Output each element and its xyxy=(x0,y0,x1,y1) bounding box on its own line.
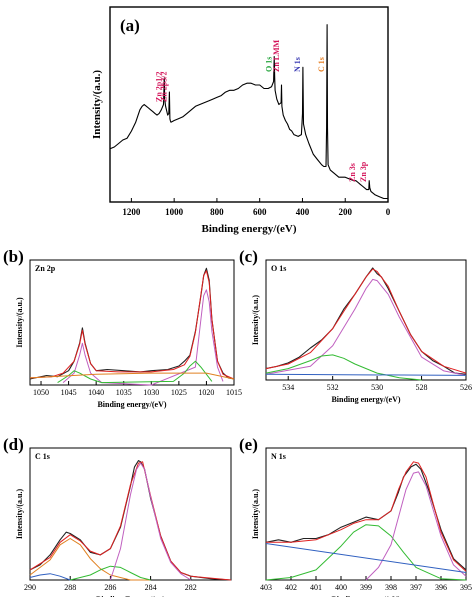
y-axis-label: Intensity/(a.u.) xyxy=(251,489,260,540)
x-axis-label: Binding energy/(eV) xyxy=(331,395,400,404)
series-line-2 xyxy=(265,278,467,376)
peak-annotation: N 1s xyxy=(293,57,302,72)
x-tick-label: 530 xyxy=(371,383,383,392)
chart-panel-0: 1200 1000 800 600 400 200 0 Binding energy/(eV)… xyxy=(91,6,391,235)
series-line-3 xyxy=(265,354,422,381)
series-line-3 xyxy=(57,360,213,384)
chart-panel-4: 403 402 401 400 399 398 397 396 395 Binding energ… xyxy=(239,435,472,597)
series-line-4 xyxy=(265,543,467,573)
region-label: Zn 2p xyxy=(35,264,56,273)
y-axis-label: Intensity/(a.u.) xyxy=(15,489,24,540)
x-tick-label: 532 xyxy=(327,383,339,392)
y-axis-label: Intensity/(a.u.) xyxy=(251,295,260,346)
series-line-1 xyxy=(29,270,235,380)
x-axis-label: Binding energy/(eV) xyxy=(97,400,166,409)
x-tick-label: 288 xyxy=(64,583,76,592)
series-line-0 xyxy=(109,24,388,200)
chart-panel-3: 290 288 286 284 282 Binding Energy/(ev) Intens… xyxy=(3,435,232,597)
x-tick-label: 284 xyxy=(145,583,157,592)
series-line-3 xyxy=(70,565,151,581)
x-tick-label: 401 xyxy=(310,583,322,592)
peak-annotation: O 1s xyxy=(265,57,274,72)
x-tick-label: 1020 xyxy=(198,388,214,397)
x-tick-label: 1030 xyxy=(143,388,159,397)
series-line-2 xyxy=(29,538,151,581)
plot-frame xyxy=(109,6,389,203)
plot-frame xyxy=(265,259,467,381)
x-tick-label: 403 xyxy=(260,583,272,592)
series-line-4 xyxy=(109,462,192,581)
peak-annotation: C 1s xyxy=(317,57,326,72)
x-tick-label: 528 xyxy=(416,383,428,392)
series-line-0 xyxy=(29,460,232,581)
region-label: N 1s xyxy=(271,452,286,461)
region-label: O 1s xyxy=(271,264,286,273)
panel-label: (d) xyxy=(3,435,24,454)
x-axis-label: Binding energy/(eV) xyxy=(331,595,400,597)
plot-frame xyxy=(29,447,232,581)
peak-annotation: Zn LMM xyxy=(272,39,281,72)
peak-annotation: Zn 3p xyxy=(359,161,368,182)
series-line-0 xyxy=(265,267,467,375)
x-tick-label: 282 xyxy=(185,583,197,592)
peak-annotation: Zn 2p1/2 xyxy=(155,72,164,102)
series-line-2 xyxy=(62,289,224,386)
x-tick-label: 1050 xyxy=(33,388,49,397)
chart-panel-1: 1050 1045 1040 1035 1030 1025 1020 1015 Binding … xyxy=(3,247,242,409)
y-axis-label: Intensity/(a.u.) xyxy=(15,297,24,348)
region-label: C 1s xyxy=(35,452,50,461)
panel-label: (e) xyxy=(239,435,258,454)
series-line-1 xyxy=(266,461,467,572)
x-tick-label: 526 xyxy=(460,383,472,392)
x-tick-label: 402 xyxy=(285,583,297,592)
x-tick-label: 800 xyxy=(210,207,224,217)
x-tick-label: 0 xyxy=(386,207,391,217)
y-axis-label: Intensity/(a.u.) xyxy=(91,70,103,139)
x-tick-label: 1040 xyxy=(88,388,104,397)
series-line-0 xyxy=(29,267,235,380)
peak-annotation: Zn 3s xyxy=(348,163,357,182)
x-tick-label: 534 xyxy=(282,383,294,392)
x-tick-label: 396 xyxy=(435,583,447,592)
x-tick-label: 400 xyxy=(296,207,310,217)
x-tick-label: 1035 xyxy=(116,388,132,397)
chart-panel-2: 534 532 530 528 526 Binding energy/(eV) Intens… xyxy=(239,247,472,404)
plot-frame xyxy=(29,259,235,386)
x-tick-label: 400 xyxy=(335,583,347,592)
x-tick-label: 1015 xyxy=(226,388,242,397)
panel-label: (c) xyxy=(239,247,258,266)
series-line-3 xyxy=(365,471,467,581)
series-line-4 xyxy=(29,372,235,380)
x-tick-label: 397 xyxy=(410,583,422,592)
series-line-2 xyxy=(265,524,467,581)
series-line-5 xyxy=(29,573,71,581)
x-axis-label: Binding Energy/(ev) xyxy=(96,595,165,597)
x-tick-label: 1200 xyxy=(122,207,141,217)
series-line-0 xyxy=(265,463,467,571)
series-line-1 xyxy=(29,461,232,581)
panel-label: (b) xyxy=(3,247,24,266)
panel-label: (a) xyxy=(120,16,140,35)
x-axis-label: Binding energy/(eV) xyxy=(201,223,296,235)
x-tick-label: 1045 xyxy=(61,388,77,397)
x-tick-label: 399 xyxy=(360,583,372,592)
peak-annotation: Zn 2p3/2 xyxy=(160,72,169,102)
x-tick-label: 398 xyxy=(385,583,397,592)
series-line-1 xyxy=(265,268,467,374)
x-tick-label: 1025 xyxy=(171,388,187,397)
series-line-4 xyxy=(265,373,467,376)
x-tick-label: 290 xyxy=(24,583,36,592)
x-tick-label: 200 xyxy=(338,207,352,217)
x-tick-label: 286 xyxy=(104,583,116,592)
x-tick-label: 1000 xyxy=(165,207,184,217)
x-tick-label: 600 xyxy=(253,207,267,217)
x-tick-label: 395 xyxy=(460,583,472,592)
